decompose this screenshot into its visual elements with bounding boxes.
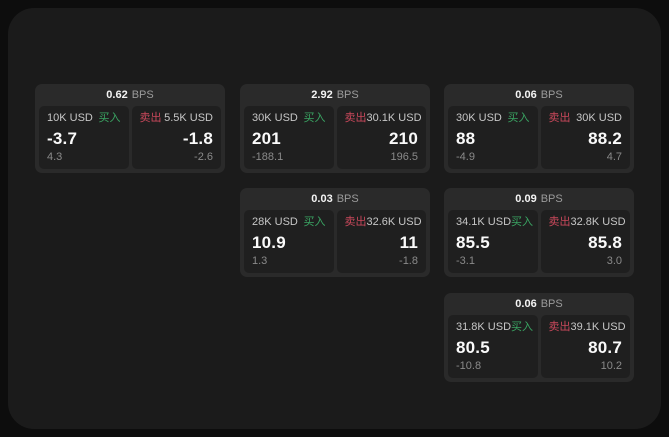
buy-panel[interactable]: 28K USD 买入 10.9 1.3 (244, 210, 334, 273)
sell-panel[interactable]: 卖出 32.8K USD 85.8 3.0 (540, 210, 630, 273)
quote-card-5: 0.09 BPS 34.1K USD 买入 85.5 -3.1 卖出 32.8K… (444, 188, 634, 277)
buy-size: 31.8K USD (456, 321, 512, 333)
sell-delta: 196.5 (390, 151, 418, 163)
sell-panel[interactable]: 卖出 32.6K USD 11 -1.8 (336, 210, 426, 273)
buy-delta: 1.3 (252, 255, 268, 267)
sell-delta: -1.8 (399, 255, 418, 267)
quote-card-1: 0.62 BPS 10K USD 买入 -3.7 4.3 卖出 5.5K USD… (35, 84, 225, 173)
sell-delta: 3.0 (606, 255, 622, 267)
sell-price: 88.2 (588, 128, 622, 148)
sell-delta: -2.6 (194, 151, 213, 163)
quote-sides: 28K USD 买入 10.9 1.3 卖出 32.6K USD 11 -1.8 (240, 210, 430, 277)
buy-tag: 买入 (511, 216, 534, 228)
sell-tag: 卖出 (344, 216, 367, 228)
sell-tag: 卖出 (344, 112, 367, 124)
quote-card-2: 2.92 BPS 30K USD 买入 201 -188.1 卖出 30.1K … (240, 84, 430, 173)
spread-unit: BPS (540, 89, 563, 101)
sell-price: 11 (399, 232, 418, 252)
quote-card-3: 0.06 BPS 30K USD 买入 88 -4.9 卖出 30K USD 8… (444, 84, 634, 173)
spread-value: 0.06 (515, 298, 537, 310)
spread-unit: BPS (131, 89, 154, 101)
spread-value: 0.03 (311, 193, 333, 205)
spread-header: 0.62 BPS (35, 84, 225, 106)
buy-tag: 买入 (303, 216, 326, 228)
spread-unit: BPS (336, 193, 359, 205)
sell-tag: 卖出 (548, 216, 571, 228)
sell-panel[interactable]: 卖出 30.1K USD 210 196.5 (336, 106, 426, 169)
quote-sides: 34.1K USD 买入 85.5 -3.1 卖出 32.8K USD 85.8… (444, 210, 634, 277)
buy-size: 34.1K USD (456, 216, 512, 228)
sell-size: 30.1K USD (366, 112, 422, 124)
sell-price: 85.8 (588, 232, 622, 252)
sell-panel[interactable]: 卖出 5.5K USD -1.8 -2.6 (131, 106, 221, 169)
sell-panel[interactable]: 卖出 30K USD 88.2 4.7 (540, 106, 630, 169)
sell-price: 210 (389, 128, 418, 148)
buy-delta: -4.9 (456, 151, 475, 163)
spread-unit: BPS (540, 298, 563, 310)
buy-panel[interactable]: 10K USD 买入 -3.7 4.3 (39, 106, 129, 169)
buy-delta: -3.1 (456, 255, 475, 267)
sell-size: 32.8K USD (570, 216, 626, 228)
spread-header: 2.92 BPS (240, 84, 430, 106)
spread-header: 0.03 BPS (240, 188, 430, 210)
sell-tag: 卖出 (548, 321, 571, 333)
quote-sides: 10K USD 买入 -3.7 4.3 卖出 5.5K USD -1.8 -2.… (35, 106, 225, 173)
buy-panel[interactable]: 30K USD 买入 201 -188.1 (244, 106, 334, 169)
quote-sides: 30K USD 买入 201 -188.1 卖出 30.1K USD 210 1… (240, 106, 430, 173)
buy-price: 88 (456, 128, 476, 148)
buy-price: 85.5 (456, 232, 490, 252)
spread-unit: BPS (336, 89, 359, 101)
buy-size: 28K USD (252, 216, 298, 228)
buy-panel[interactable]: 30K USD 买入 88 -4.9 (448, 106, 538, 169)
spread-value: 0.09 (515, 193, 537, 205)
buy-tag: 买入 (507, 112, 530, 124)
sell-tag: 卖出 (139, 112, 162, 124)
buy-delta: -10.8 (456, 360, 482, 372)
buy-tag: 买入 (511, 321, 534, 333)
buy-panel[interactable]: 34.1K USD 买入 85.5 -3.1 (448, 210, 538, 273)
spread-value: 0.62 (106, 89, 128, 101)
buy-delta: 4.3 (47, 151, 63, 163)
sell-panel[interactable]: 卖出 39.1K USD 80.7 10.2 (540, 315, 630, 378)
buy-size: 30K USD (252, 112, 298, 124)
spread-unit: BPS (540, 193, 563, 205)
spread-value: 2.92 (311, 89, 333, 101)
buy-size: 30K USD (456, 112, 502, 124)
sell-price: -1.8 (182, 128, 213, 148)
sell-size: 5.5K USD (164, 112, 213, 124)
buy-price: -3.7 (47, 128, 78, 148)
spread-value: 0.06 (515, 89, 537, 101)
sell-size: 39.1K USD (570, 321, 626, 333)
buy-tag: 买入 (303, 112, 326, 124)
sell-delta: 10.2 (600, 360, 622, 372)
buy-size: 10K USD (47, 112, 93, 124)
quote-card-4: 0.03 BPS 28K USD 买入 10.9 1.3 卖出 32.6K US… (240, 188, 430, 277)
sell-size: 32.6K USD (366, 216, 422, 228)
sell-size: 30K USD (576, 112, 622, 124)
buy-price: 10.9 (252, 232, 286, 252)
quote-sides: 31.8K USD 买入 80.5 -10.8 卖出 39.1K USD 80.… (444, 315, 634, 382)
spread-header: 0.06 BPS (444, 84, 634, 106)
spread-header: 0.09 BPS (444, 188, 634, 210)
sell-tag: 卖出 (548, 112, 571, 124)
quote-sides: 30K USD 买入 88 -4.9 卖出 30K USD 88.2 4.7 (444, 106, 634, 173)
buy-price: 201 (252, 128, 281, 148)
buy-panel[interactable]: 31.8K USD 买入 80.5 -10.8 (448, 315, 538, 378)
spread-header: 0.06 BPS (444, 293, 634, 315)
sell-price: 80.7 (588, 337, 622, 357)
buy-tag: 买入 (98, 112, 121, 124)
sell-delta: 4.7 (606, 151, 622, 163)
buy-price: 80.5 (456, 337, 490, 357)
quote-card-6: 0.06 BPS 31.8K USD 买入 80.5 -10.8 卖出 39.1… (444, 293, 634, 382)
buy-delta: -188.1 (252, 151, 284, 163)
